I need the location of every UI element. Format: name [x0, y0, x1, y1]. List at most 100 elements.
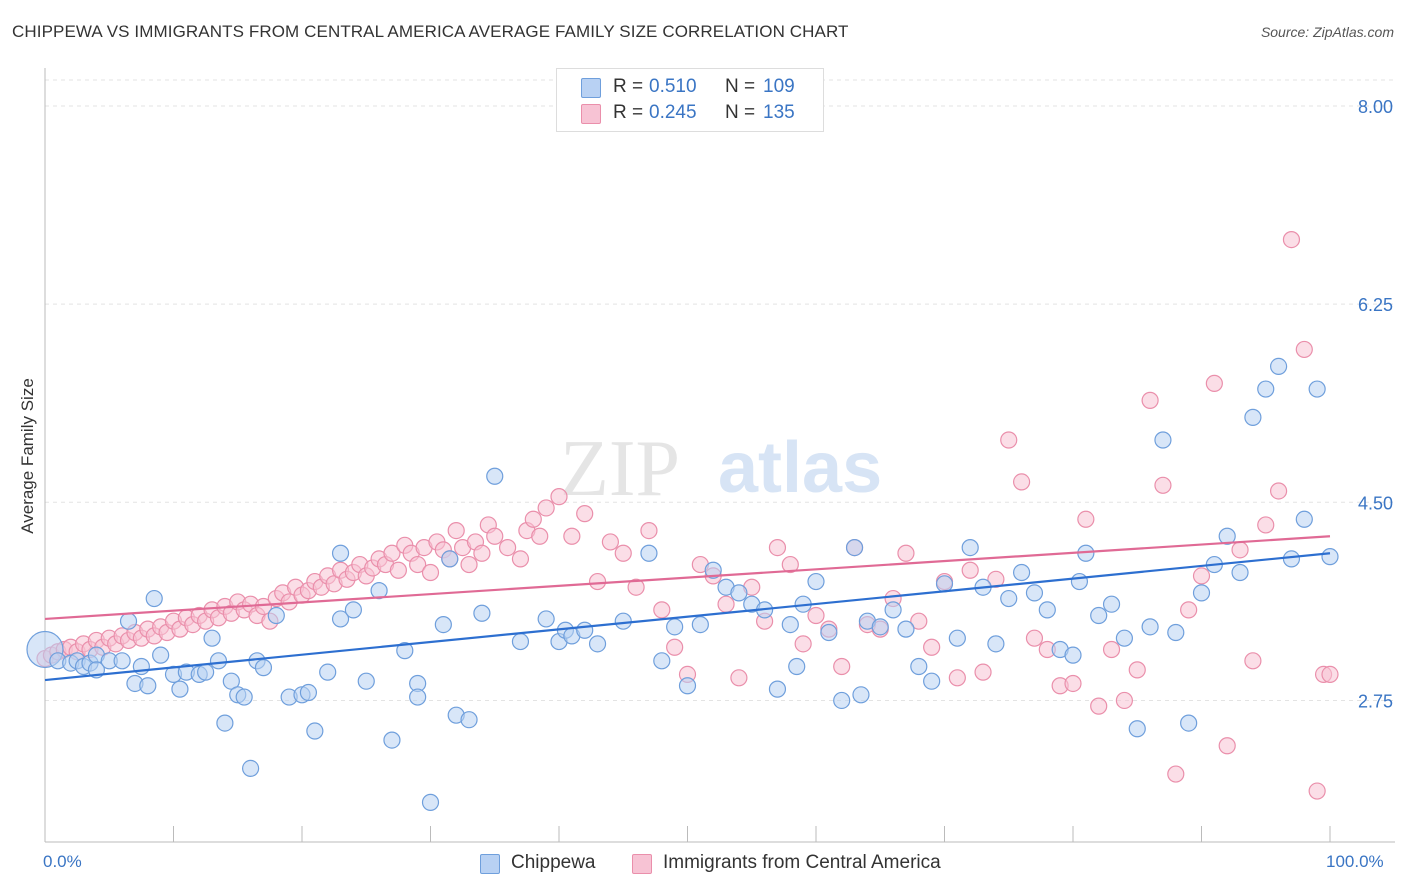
blue-point — [948, 629, 966, 647]
blue-point — [653, 652, 671, 670]
blue-point — [1000, 589, 1018, 608]
trend-lines — [44, 535, 1331, 682]
y-tick-labels: 8.00 6.25 4.50 2.75 — [1358, 97, 1393, 711]
blue-point — [197, 663, 215, 681]
legend-n-value: 135 — [763, 102, 795, 123]
blue-point — [1321, 548, 1339, 566]
pink-point — [1128, 661, 1146, 679]
blue-point — [254, 659, 273, 677]
blue-point — [306, 722, 324, 740]
pink-point — [1295, 340, 1313, 359]
blue-point — [441, 550, 459, 568]
watermark-zip: ZIP — [560, 425, 680, 513]
blue-point — [409, 688, 427, 706]
blue-point — [331, 610, 350, 628]
pink-point — [511, 550, 530, 568]
pink-point — [389, 561, 407, 579]
pink-point — [588, 572, 607, 591]
legend-r-value: 0.510 — [649, 76, 697, 97]
blue-point — [614, 612, 632, 630]
blue-point — [1154, 431, 1172, 449]
blue-point — [1244, 408, 1262, 426]
pink-point — [1141, 391, 1159, 409]
blue-point — [1257, 380, 1275, 398]
blue-point — [910, 657, 928, 676]
blue-point — [987, 635, 1005, 653]
legend-r-label: R = — [613, 76, 644, 97]
y-axis-label: Average Family Size — [18, 378, 37, 534]
pink-point — [614, 544, 632, 562]
blue-point — [845, 538, 864, 557]
blue-point — [588, 635, 607, 653]
y-tick-label: 6.25 — [1358, 295, 1393, 315]
blue-point — [537, 610, 555, 628]
x-min-label: 0.0% — [43, 852, 82, 871]
blue-point — [1102, 595, 1121, 613]
pink-point — [666, 638, 684, 656]
pink-point — [1077, 510, 1095, 528]
blue-point — [1064, 646, 1082, 664]
bottom-legend-immigrants: Immigrants from Central America — [663, 852, 941, 873]
blue-point — [1308, 380, 1326, 398]
blue-point — [319, 663, 337, 681]
pink-point — [627, 578, 645, 596]
blue-point — [730, 584, 748, 602]
pink-point — [1321, 665, 1339, 684]
pink-point — [1000, 431, 1018, 449]
blue-point — [486, 467, 504, 485]
pink-point — [1115, 691, 1134, 710]
pink-point — [1308, 782, 1326, 800]
pink-point — [1167, 765, 1185, 783]
blue-point — [1180, 714, 1198, 732]
y-tick-label: 4.50 — [1358, 493, 1393, 513]
blue-point — [473, 604, 491, 622]
blue-point — [1038, 601, 1056, 619]
blue-point — [1090, 606, 1108, 625]
blue-point — [1269, 357, 1288, 376]
pink-point — [1218, 737, 1236, 755]
blue-point — [1282, 550, 1301, 568]
blue-point — [1115, 629, 1134, 647]
blue-point — [203, 629, 221, 647]
pink-point — [460, 555, 478, 574]
pink-point — [768, 538, 787, 557]
legend-swatch-blue — [581, 78, 601, 98]
bottom-legend-chippewa: Chippewa — [511, 852, 596, 873]
legend-r-value: 0.245 — [649, 102, 697, 123]
legend-n-value: 109 — [763, 76, 795, 97]
blue-point — [640, 544, 658, 562]
blue-point — [396, 642, 414, 660]
blue-point — [961, 538, 979, 557]
blue-point — [383, 731, 401, 749]
correlation-legend: R = 0.510 N = 109 R = 0.245 N = 135 — [556, 68, 824, 132]
blue-point — [421, 793, 440, 811]
blue-point — [1128, 720, 1146, 738]
pink-point — [974, 663, 992, 681]
pink-point — [1244, 652, 1262, 670]
pink-point — [601, 533, 620, 551]
pink-point — [524, 510, 542, 528]
pink-point — [409, 555, 427, 574]
pink-point — [1231, 541, 1249, 559]
pink-point — [781, 555, 799, 574]
blue-point — [171, 680, 189, 698]
blue-point — [209, 652, 228, 670]
pink-point — [537, 499, 555, 517]
blue-point — [299, 683, 318, 702]
pink-point — [1192, 567, 1211, 585]
legend-n-label: N = — [725, 76, 756, 97]
bottom-legend-swatch-blue — [480, 854, 500, 874]
blue-point — [935, 575, 954, 593]
pink-point — [563, 527, 581, 545]
blue-point — [370, 582, 388, 600]
pink-point — [531, 527, 549, 545]
blue-point — [460, 711, 478, 729]
pink-point — [948, 669, 966, 687]
pink-point — [910, 612, 928, 630]
pink-point — [640, 522, 658, 540]
pink-point — [717, 595, 735, 613]
blue-point — [923, 672, 941, 690]
blue-point — [511, 632, 530, 651]
pink-point — [1257, 516, 1275, 534]
blue-point — [331, 544, 350, 562]
